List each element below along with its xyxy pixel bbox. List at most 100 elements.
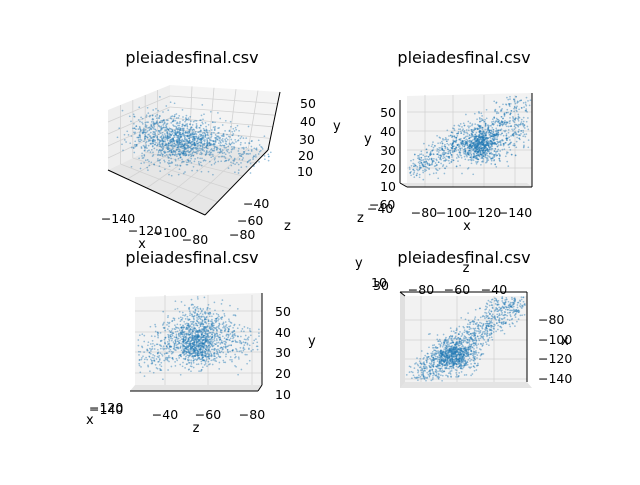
scatter-point xyxy=(188,309,190,311)
scatter-point xyxy=(488,344,490,346)
scatter-point xyxy=(245,147,247,149)
scatter-point xyxy=(152,118,154,120)
scatter-point xyxy=(177,145,179,147)
scatter-point xyxy=(214,309,216,311)
y-tick-label: 40 xyxy=(275,325,291,340)
scatter-point xyxy=(181,145,183,147)
scatter-point xyxy=(188,159,190,161)
scatter-point xyxy=(199,149,201,151)
scatter-point xyxy=(476,155,478,157)
scatter-point xyxy=(176,136,178,138)
scatter-point xyxy=(416,175,418,177)
scatter-point xyxy=(228,334,230,336)
scatter-point xyxy=(435,168,437,170)
scatter-point xyxy=(471,129,473,131)
scatter-point xyxy=(235,341,237,343)
scatter-point xyxy=(214,126,216,128)
scatter-point xyxy=(198,339,200,341)
scatter-point xyxy=(483,140,485,142)
scatter-point xyxy=(478,125,480,127)
scatter-point xyxy=(448,135,450,137)
scatter-point xyxy=(153,164,155,166)
scatter-point xyxy=(508,132,510,134)
scatter-point xyxy=(196,320,198,322)
scatter-point xyxy=(193,319,195,321)
scatter-point xyxy=(211,334,213,336)
scatter-point xyxy=(208,325,210,327)
scatter-point xyxy=(447,153,449,155)
scatter-point xyxy=(489,142,491,144)
scatter-point xyxy=(224,346,226,348)
scatter-point xyxy=(220,331,222,333)
scatter-point xyxy=(193,360,195,362)
scatter-point xyxy=(515,131,517,133)
scatter-point xyxy=(225,143,227,145)
scatter-point xyxy=(221,347,223,349)
scatter-point xyxy=(199,157,201,159)
scatter-point xyxy=(454,148,456,150)
title: pleiadesfinal.csv xyxy=(125,48,258,67)
scatter-point xyxy=(497,132,499,134)
scatter-point xyxy=(150,132,152,134)
scatter-point xyxy=(173,332,175,334)
scatter-point xyxy=(439,168,441,170)
scatter-point xyxy=(188,131,190,133)
scatter-point xyxy=(477,343,479,345)
scatter-point xyxy=(208,347,210,349)
scatter-point xyxy=(469,159,471,161)
scatter-point xyxy=(518,129,520,131)
scatter-point xyxy=(190,348,192,350)
scatter-point xyxy=(166,324,168,326)
scatter-point xyxy=(188,324,190,326)
scatter-point xyxy=(155,135,157,137)
scatter-point xyxy=(198,322,200,324)
x-axis-label: x xyxy=(463,219,471,234)
scatter-point xyxy=(515,103,517,105)
scatter-point xyxy=(498,158,500,160)
scatter-point xyxy=(470,359,472,361)
scatter-point xyxy=(208,137,210,139)
scatter-point xyxy=(457,160,459,162)
scatter-point xyxy=(463,134,465,136)
scatter-point xyxy=(487,124,489,126)
scatter-point xyxy=(152,354,154,356)
scatter-point xyxy=(229,155,231,157)
scatter-point xyxy=(249,344,251,346)
scatter-point xyxy=(418,155,420,157)
scatter-point xyxy=(172,154,174,156)
scatter-point xyxy=(446,140,448,142)
scatter-point xyxy=(485,142,487,144)
scatter-point xyxy=(258,329,260,331)
scatter-point xyxy=(413,165,415,167)
scatter-point xyxy=(444,144,446,146)
scatter-point xyxy=(160,362,162,364)
scatter-point xyxy=(188,307,190,309)
scatter-point xyxy=(203,356,205,358)
scatter-point xyxy=(157,356,159,358)
scatter-point xyxy=(191,153,193,155)
scatter-point xyxy=(184,304,186,306)
scatter-point xyxy=(206,319,208,321)
scatter-point xyxy=(516,141,518,143)
scatter-point xyxy=(527,117,529,119)
scatter-point xyxy=(221,303,223,305)
scatter-point xyxy=(506,122,508,124)
scatter-point xyxy=(448,144,450,146)
scatter-point xyxy=(458,128,460,130)
scatter-point xyxy=(185,318,187,320)
scatter-point xyxy=(479,358,481,360)
scatter-point xyxy=(436,153,438,155)
scatter-point xyxy=(252,158,254,160)
scatter-point xyxy=(225,321,227,323)
x-tick-label: −80 xyxy=(411,205,437,220)
scatter-point xyxy=(175,341,177,343)
scatter-point xyxy=(214,129,216,131)
scatter-point xyxy=(179,134,181,136)
scatter-point xyxy=(501,116,503,118)
scatter-point xyxy=(200,349,202,351)
scatter-point xyxy=(183,145,185,147)
scatter-point xyxy=(482,152,484,154)
scatter-point xyxy=(149,143,151,145)
scatter-point xyxy=(151,121,153,123)
